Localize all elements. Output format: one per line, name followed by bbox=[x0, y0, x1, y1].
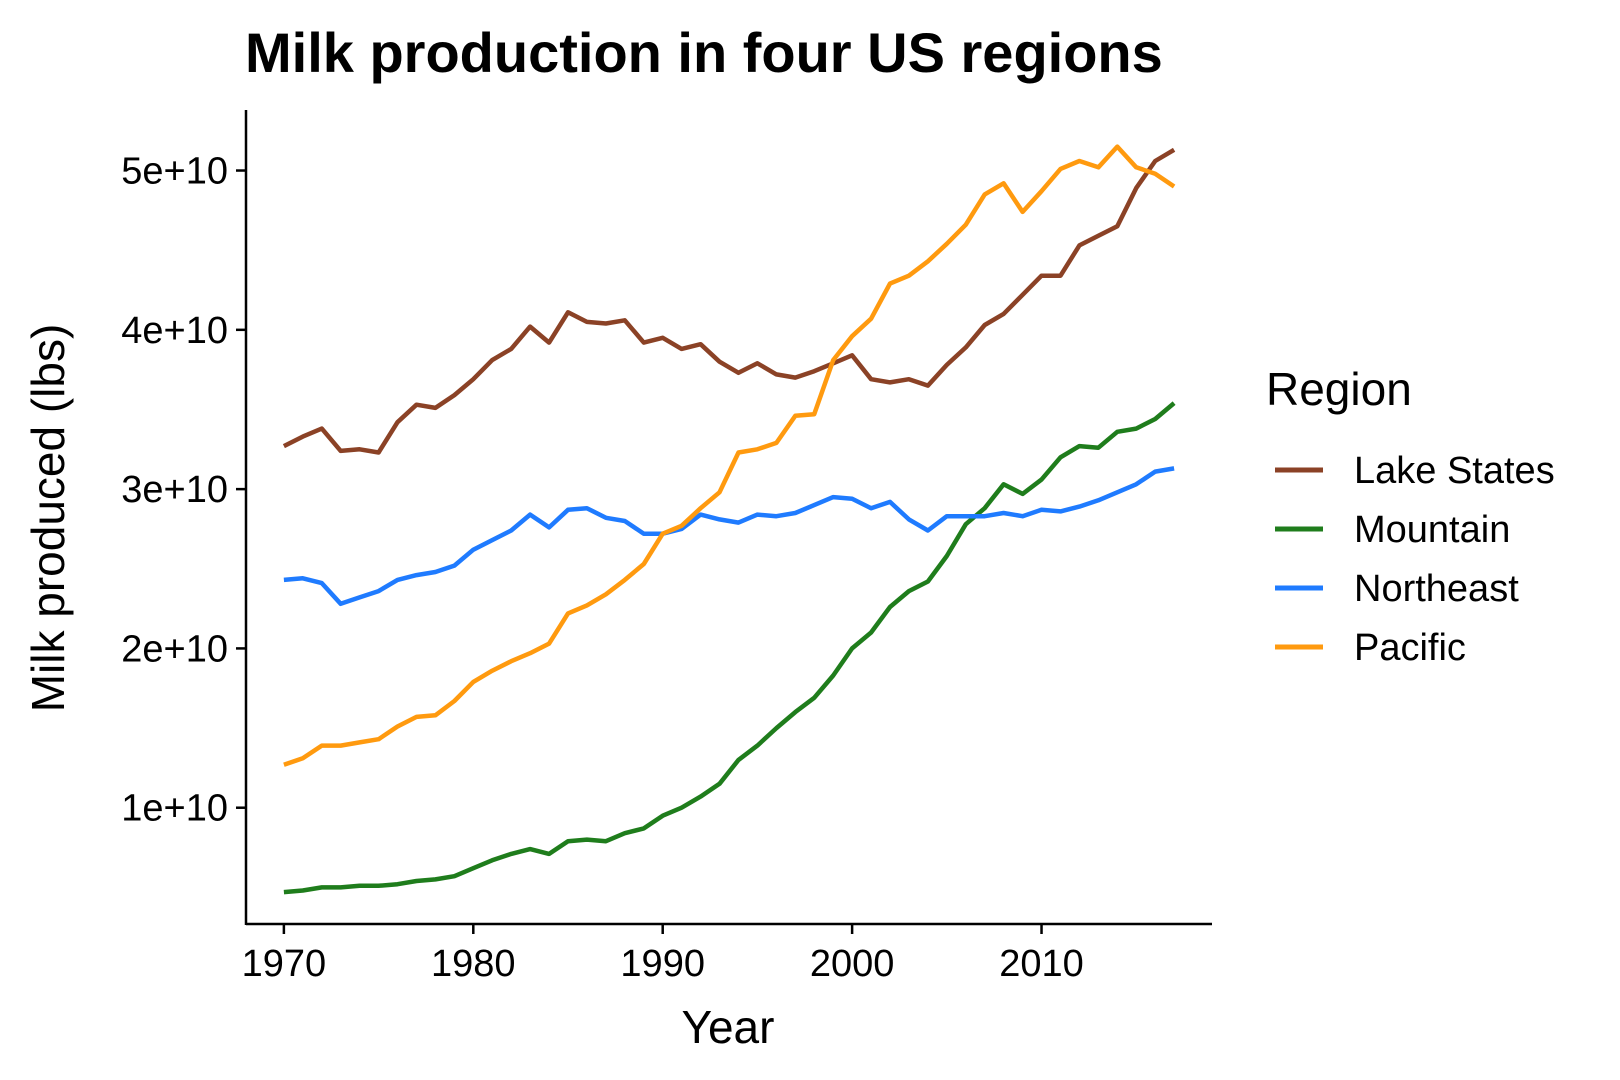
legend-item: Mountain bbox=[1275, 509, 1510, 551]
x-tick-label: 2010 bbox=[999, 943, 1084, 985]
y-tick-label: 1e+10 bbox=[121, 788, 228, 830]
legend: Region Lake States Mountain Northeast Pacif… bbox=[1266, 363, 1555, 669]
x-tick-label: 1990 bbox=[620, 943, 705, 985]
y-axis-title: Milk produced (lbs) bbox=[22, 324, 74, 713]
legend-label: Mountain bbox=[1354, 509, 1510, 551]
legend-item: Pacific bbox=[1275, 627, 1466, 669]
y-tick-label: 3e+10 bbox=[121, 469, 228, 511]
series-layer bbox=[282, 144, 1176, 895]
series-line-pacific bbox=[283, 144, 1176, 767]
y-tick-label: 2e+10 bbox=[121, 628, 228, 670]
legend-label: Northeast bbox=[1354, 568, 1519, 610]
y-tick-label: 4e+10 bbox=[121, 310, 228, 352]
x-axis-title: Year bbox=[682, 1001, 775, 1053]
x-tick-label: 2000 bbox=[810, 943, 895, 985]
series-line-northeast bbox=[283, 466, 1175, 607]
legend-items: Lake States Mountain Northeast Pacific bbox=[1275, 450, 1555, 669]
legend-label: Pacific bbox=[1354, 627, 1466, 669]
y-tick-label: 5e+10 bbox=[121, 151, 228, 193]
legend-item: Northeast bbox=[1275, 568, 1519, 610]
y-axis-ticks: 1e+10 2e+10 3e+10 4e+10 5e+10 bbox=[121, 151, 246, 830]
x-tick-label: 1970 bbox=[242, 943, 327, 985]
chart-title: Milk production in four US regions bbox=[245, 21, 1163, 84]
x-axis-ticks: 1970 1980 1990 2000 2010 bbox=[242, 924, 1084, 985]
legend-title: Region bbox=[1266, 363, 1412, 415]
series-line-mountain bbox=[283, 401, 1176, 895]
x-tick-label: 1980 bbox=[431, 943, 516, 985]
series-line-lake-states bbox=[282, 147, 1176, 455]
legend-label: Lake States bbox=[1354, 450, 1555, 492]
legend-item: Lake States bbox=[1275, 450, 1555, 492]
